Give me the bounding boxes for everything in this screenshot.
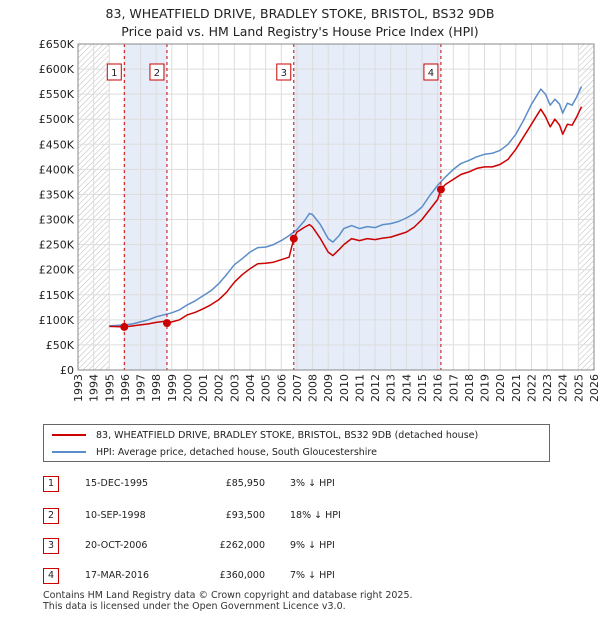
sale-number-badge: 1 (43, 476, 59, 492)
x-tick-label: 2020 (494, 374, 507, 402)
x-tick-label: 2021 (510, 374, 523, 402)
legend-item-hpi: HPI: Average price, detached house, Sout… (52, 444, 377, 460)
sale-point (162, 319, 171, 328)
x-tick-label: 2005 (260, 374, 273, 402)
x-tick-label: 2025 (572, 374, 585, 402)
sale-hpi-diff: 18% ↓ HPI (290, 510, 341, 521)
y-tick-label: £400K (39, 163, 75, 176)
table-row: 3 20-OCT-2006 £262,000 9% ↓ HPI (0, 538, 600, 556)
x-tick-label: 2003 (228, 374, 241, 402)
x-tick-label: 2026 (588, 374, 600, 402)
x-tick-label: 2009 (322, 374, 335, 402)
x-tick-label: 2012 (369, 374, 382, 402)
sale-label-box (106, 63, 122, 81)
x-tick-label: 2013 (385, 374, 398, 402)
y-tick-label: £350K (39, 188, 75, 201)
x-tick-label: 2008 (307, 374, 320, 402)
legend-swatch-hpi (52, 451, 86, 453)
x-tick-label: 2010 (338, 374, 351, 402)
sale-hpi-diff: 7% ↓ HPI (290, 570, 335, 581)
y-tick-label: £600K (39, 63, 75, 76)
series-line-property (109, 106, 583, 328)
chart-title: 83, WHEATFIELD DRIVE, BRADLEY STOKE, BRI… (105, 6, 495, 21)
x-tick-label: 2001 (197, 374, 210, 402)
sale-hpi-diff: 9% ↓ HPI (290, 540, 335, 551)
sale-number-badge: 4 (43, 568, 59, 584)
x-tick-label: 2018 (463, 374, 476, 402)
x-tick-label: 1994 (88, 374, 101, 402)
x-tick-label: 2006 (275, 374, 288, 402)
x-tick-label: 1993 (72, 374, 85, 402)
x-tick-label: 2019 (479, 374, 492, 402)
legend-label-property: 83, WHEATFIELD DRIVE, BRADLEY STOKE, BRI… (96, 429, 479, 441)
ownership-span (293, 44, 441, 370)
sale-label: 2 (154, 68, 160, 79)
y-tick-label: £450K (39, 138, 75, 151)
y-tick-label: £50K (46, 339, 75, 352)
y-tick-label: £550K (39, 88, 75, 101)
x-tick-label: 1995 (103, 374, 116, 402)
sale-date: 10-SEP-1998 (85, 510, 146, 521)
sale-point (289, 234, 298, 243)
sale-label-box (423, 63, 439, 81)
x-tick-label: 1997 (135, 374, 148, 402)
sale-point (436, 185, 445, 194)
y-tick-label: £650K (39, 38, 75, 51)
sale-price: £262,000 (219, 540, 265, 551)
hatched-region-after (578, 44, 594, 370)
y-tick-label: £200K (39, 264, 75, 277)
sale-number-badge: 3 (43, 538, 59, 554)
y-tick-label: £300K (39, 214, 75, 227)
price-chart: 1 2 3 4 £0 £50K £100K £150K £200K £250K £300K £350… (39, 38, 600, 402)
x-tick-label: 1999 (166, 374, 179, 402)
sale-label-box (276, 63, 292, 81)
x-tick-label: 2015 (416, 374, 429, 402)
x-tick-label: 2016 (432, 374, 445, 402)
x-tick-label: 2011 (353, 374, 366, 402)
x-tick-label: 2002 (213, 374, 226, 402)
sale-label-box (149, 63, 165, 81)
x-tick-label: 2007 (291, 374, 304, 402)
sale-price: £93,500 (225, 510, 265, 521)
sale-price: £360,000 (219, 570, 265, 581)
sale-price: £85,950 (225, 478, 265, 489)
plot-frame (77, 43, 595, 371)
x-tick-label: 2024 (557, 374, 570, 402)
y-tick-label: £150K (39, 289, 75, 302)
attribution-line-2: This data is licensed under the Open Gov… (43, 601, 346, 612)
sale-label: 4 (428, 68, 434, 79)
sale-number-badge: 2 (43, 508, 59, 524)
table-row: 2 10-SEP-1998 £93,500 18% ↓ HPI (0, 508, 600, 526)
sale-date: 15-DEC-1995 (85, 478, 149, 489)
sale-point (120, 322, 129, 331)
legend: 83, WHEATFIELD DRIVE, BRADLEY STOKE, BRI… (43, 424, 550, 462)
x-tick-label: 2022 (525, 374, 538, 402)
table-row: 1 15-DEC-1995 £85,950 3% ↓ HPI (0, 476, 600, 494)
y-tick-label: £500K (39, 113, 75, 126)
y-tick-label: £250K (39, 239, 75, 252)
y-tick-label: £100K (39, 314, 75, 327)
sale-label: 1 (111, 68, 117, 79)
series-line-hpi (109, 86, 583, 327)
legend-swatch-property (52, 434, 86, 436)
sale-hpi-diff: 3% ↓ HPI (290, 478, 335, 489)
attribution-line-1: Contains HM Land Registry data © Crown c… (43, 590, 413, 601)
legend-label-hpi: HPI: Average price, detached house, Sout… (96, 446, 377, 458)
x-tick-label: 1996 (119, 374, 132, 402)
x-tick-label: 2014 (400, 374, 413, 402)
legend-item-property: 83, WHEATFIELD DRIVE, BRADLEY STOKE, BRI… (52, 427, 478, 443)
x-tick-label: 2023 (541, 374, 554, 402)
x-tick-label: 2017 (447, 374, 460, 402)
x-tick-label: 2004 (244, 374, 257, 402)
sale-label: 3 (281, 68, 287, 79)
sale-date: 17-MAR-2016 (85, 570, 150, 581)
x-tick-label: 2000 (181, 374, 194, 402)
y-tick-label: £0 (60, 364, 74, 377)
table-row: 4 17-MAR-2016 £360,000 7% ↓ HPI (0, 568, 600, 586)
x-tick-label: 1998 (150, 374, 163, 402)
sale-date: 20-OCT-2006 (85, 540, 148, 551)
chart-subtitle: Price paid vs. HM Land Registry's House … (121, 24, 479, 39)
attribution: Contains HM Land Registry data © Crown c… (43, 590, 413, 612)
